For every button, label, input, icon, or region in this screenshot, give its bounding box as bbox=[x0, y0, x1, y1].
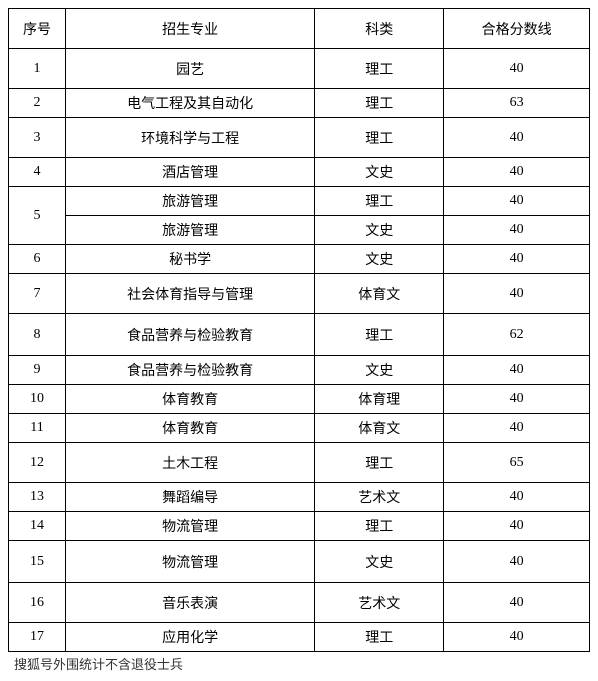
header-major: 招生专业 bbox=[66, 9, 315, 49]
admission-table: 序号 招生专业 科类 合格分数线 1园艺理工402电气工程及其自动化理工633环… bbox=[8, 8, 590, 652]
cell-score: 40 bbox=[444, 49, 590, 89]
cell-score: 40 bbox=[444, 385, 590, 414]
cell-category: 理工 bbox=[315, 89, 444, 118]
table-row: 13舞蹈编导艺术文40 bbox=[9, 483, 590, 512]
cell-score: 40 bbox=[444, 512, 590, 541]
table-row: 10体育教育体育理40 bbox=[9, 385, 590, 414]
cell-category: 理工 bbox=[315, 512, 444, 541]
cell-seq: 3 bbox=[9, 118, 66, 158]
cell-score: 40 bbox=[444, 623, 590, 652]
cell-seq: 17 bbox=[9, 623, 66, 652]
table-row: 1园艺理工40 bbox=[9, 49, 590, 89]
cell-major: 社会体育指导与管理 bbox=[66, 274, 315, 314]
table-row: 5旅游管理理工40 bbox=[9, 187, 590, 216]
cell-seq: 11 bbox=[9, 414, 66, 443]
cell-major: 音乐表演 bbox=[66, 583, 315, 623]
table-row: 15物流管理文史40 bbox=[9, 541, 590, 583]
table-row: 7社会体育指导与管理体育文40 bbox=[9, 274, 590, 314]
cell-category: 文史 bbox=[315, 356, 444, 385]
cell-score: 40 bbox=[444, 356, 590, 385]
table-row: 9食品营养与检验教育文史40 bbox=[9, 356, 590, 385]
table-row: 14物流管理理工40 bbox=[9, 512, 590, 541]
cell-major: 酒店管理 bbox=[66, 158, 315, 187]
cell-seq: 7 bbox=[9, 274, 66, 314]
cell-seq: 5 bbox=[9, 187, 66, 245]
cell-major: 食品营养与检验教育 bbox=[66, 356, 315, 385]
cell-seq: 4 bbox=[9, 158, 66, 187]
cell-category: 体育文 bbox=[315, 414, 444, 443]
cell-category: 文史 bbox=[315, 541, 444, 583]
cell-category: 理工 bbox=[315, 623, 444, 652]
cell-score: 40 bbox=[444, 216, 590, 245]
cell-score: 40 bbox=[444, 187, 590, 216]
cell-category: 文史 bbox=[315, 216, 444, 245]
cell-category: 体育理 bbox=[315, 385, 444, 414]
cell-score: 63 bbox=[444, 89, 590, 118]
cell-score: 62 bbox=[444, 314, 590, 356]
cell-major: 旅游管理 bbox=[66, 216, 315, 245]
table-row: 17应用化学理工40 bbox=[9, 623, 590, 652]
table-header-row: 序号 招生专业 科类 合格分数线 bbox=[9, 9, 590, 49]
cell-category: 理工 bbox=[315, 187, 444, 216]
cell-major: 体育教育 bbox=[66, 385, 315, 414]
cell-major: 电气工程及其自动化 bbox=[66, 89, 315, 118]
cell-category: 理工 bbox=[315, 118, 444, 158]
table-row: 3环境科学与工程理工40 bbox=[9, 118, 590, 158]
cell-seq: 15 bbox=[9, 541, 66, 583]
table-row: 6秘书学文史40 bbox=[9, 245, 590, 274]
cell-major: 物流管理 bbox=[66, 541, 315, 583]
table-body: 1园艺理工402电气工程及其自动化理工633环境科学与工程理工404酒店管理文史… bbox=[9, 49, 590, 652]
header-category: 科类 bbox=[315, 9, 444, 49]
table-row: 11体育教育体育文40 bbox=[9, 414, 590, 443]
cell-seq: 1 bbox=[9, 49, 66, 89]
cell-category: 艺术文 bbox=[315, 483, 444, 512]
cell-score: 40 bbox=[444, 541, 590, 583]
cell-seq: 6 bbox=[9, 245, 66, 274]
cell-seq: 2 bbox=[9, 89, 66, 118]
cell-major: 食品营养与检验教育 bbox=[66, 314, 315, 356]
cell-category: 文史 bbox=[315, 158, 444, 187]
cell-score: 40 bbox=[444, 483, 590, 512]
cell-major: 应用化学 bbox=[66, 623, 315, 652]
cell-seq: 10 bbox=[9, 385, 66, 414]
cell-category: 理工 bbox=[315, 314, 444, 356]
cell-major: 环境科学与工程 bbox=[66, 118, 315, 158]
cell-major: 旅游管理 bbox=[66, 187, 315, 216]
cell-score: 40 bbox=[444, 158, 590, 187]
header-score: 合格分数线 bbox=[444, 9, 590, 49]
cell-score: 40 bbox=[444, 414, 590, 443]
cell-major: 物流管理 bbox=[66, 512, 315, 541]
cell-seq: 8 bbox=[9, 314, 66, 356]
cell-major: 舞蹈编导 bbox=[66, 483, 315, 512]
cell-category: 理工 bbox=[315, 49, 444, 89]
cell-category: 文史 bbox=[315, 245, 444, 274]
cell-major: 园艺 bbox=[66, 49, 315, 89]
table-row: 4酒店管理文史40 bbox=[9, 158, 590, 187]
table-row: 旅游管理文史40 bbox=[9, 216, 590, 245]
cell-category: 理工 bbox=[315, 443, 444, 483]
cell-seq: 9 bbox=[9, 356, 66, 385]
header-seq: 序号 bbox=[9, 9, 66, 49]
cell-major: 秘书学 bbox=[66, 245, 315, 274]
cell-major: 土木工程 bbox=[66, 443, 315, 483]
table-row: 8食品营养与检验教育理工62 bbox=[9, 314, 590, 356]
cell-score: 40 bbox=[444, 245, 590, 274]
cell-category: 体育文 bbox=[315, 274, 444, 314]
cell-seq: 16 bbox=[9, 583, 66, 623]
cell-seq: 14 bbox=[9, 512, 66, 541]
cell-score: 40 bbox=[444, 118, 590, 158]
cell-category: 艺术文 bbox=[315, 583, 444, 623]
table-row: 12土木工程理工65 bbox=[9, 443, 590, 483]
cell-major: 体育教育 bbox=[66, 414, 315, 443]
table-row: 2电气工程及其自动化理工63 bbox=[9, 89, 590, 118]
cell-seq: 12 bbox=[9, 443, 66, 483]
cell-score: 65 bbox=[444, 443, 590, 483]
cell-score: 40 bbox=[444, 583, 590, 623]
table-row: 16音乐表演艺术文40 bbox=[9, 583, 590, 623]
cell-seq: 13 bbox=[9, 483, 66, 512]
cell-score: 40 bbox=[444, 274, 590, 314]
